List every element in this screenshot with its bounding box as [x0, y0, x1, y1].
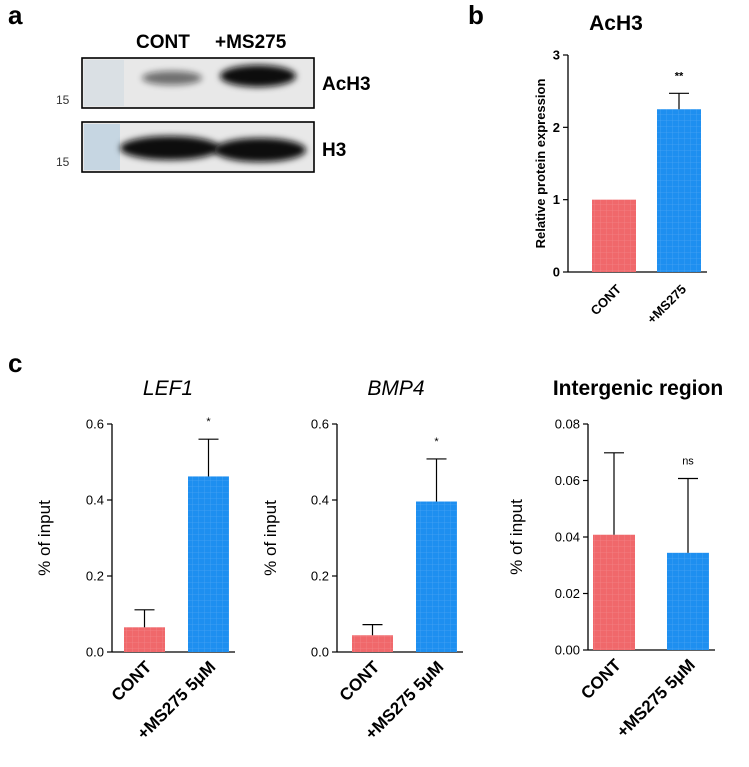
- bar-texture: [416, 501, 457, 652]
- y-tick-label: 0.6: [86, 417, 104, 432]
- y-tick-label: 2: [553, 120, 560, 135]
- y-tick-label: 0.02: [555, 586, 580, 601]
- blot-band-ach3-ms275: [220, 65, 296, 87]
- y-tick-label: 0.0: [86, 645, 104, 660]
- significance-label: *: [434, 436, 439, 448]
- blot-row-label-h3: H3: [322, 140, 346, 161]
- panel-label-b: b: [468, 0, 484, 30]
- western-blot: CONT +MS275 AcH3 15 H3 15: [56, 32, 371, 173]
- blot-band-h3-cont: [120, 136, 220, 160]
- y-axis-label: % of input: [261, 500, 280, 576]
- significance-label: ns: [682, 456, 694, 468]
- bar-texture: [124, 627, 165, 652]
- y-tick-label: 0.04: [555, 530, 580, 545]
- bar-texture: [188, 476, 229, 652]
- y-tick-label: 0.08: [555, 417, 580, 432]
- blot-band-ach3-cont: [142, 71, 202, 85]
- chart-title: BMP4: [367, 377, 424, 400]
- bar-texture: [667, 552, 709, 650]
- chart-c3: Intergenic region 0.00 0.02 0.04 0.06 0.08 % o…: [507, 377, 723, 741]
- y-tick-label: 0: [553, 265, 560, 280]
- y-axis-label: Relative protein expression: [533, 79, 548, 249]
- bar-texture: [352, 635, 393, 652]
- blot-marker-ach3: 15: [56, 93, 70, 107]
- significance-label: *: [206, 416, 211, 428]
- category-label: CONT: [577, 655, 625, 703]
- chart-b: AcH3 0 1 2 3 Relative protein expression CONT *…: [533, 12, 707, 327]
- y-tick-label: 1: [553, 192, 560, 207]
- category-label: +MS275 5μM: [613, 655, 699, 741]
- category-label: CONT: [336, 657, 384, 705]
- bar-texture: [592, 199, 636, 272]
- y-tick-label: 0.06: [555, 473, 580, 488]
- panel-label-a: a: [8, 0, 23, 30]
- y-tick-label: 3: [553, 48, 560, 63]
- y-tick-label: 0.4: [311, 493, 329, 508]
- blot-row-label-ach3: AcH3: [322, 74, 371, 95]
- y-axis-label: % of input: [35, 500, 54, 576]
- category-label: CONT: [108, 657, 156, 705]
- y-tick-label: 0.4: [86, 493, 104, 508]
- y-tick-label: 0.2: [86, 569, 104, 584]
- bar-texture: [657, 109, 701, 272]
- y-tick-label: 0.2: [311, 569, 329, 584]
- significance-label: **: [675, 70, 684, 82]
- y-axis-label: % of input: [507, 499, 526, 575]
- chart-title: AcH3: [589, 12, 643, 35]
- panel-label-c: c: [8, 348, 22, 378]
- y-tick-label: 0.00: [555, 643, 580, 658]
- blot-marker-h3: 15: [56, 155, 70, 169]
- blot-band-h3-ms275: [214, 138, 306, 162]
- y-tick-label: 0.0: [311, 645, 329, 660]
- blot-strip-ach3-left-shade: [84, 60, 124, 106]
- category-label: +MS275: [644, 282, 689, 327]
- blot-lane-label-cont: CONT: [136, 32, 190, 53]
- chart-title: LEF1: [143, 377, 193, 400]
- chart-title: Intergenic region: [553, 377, 723, 400]
- y-tick-label: 0.6: [311, 417, 329, 432]
- blot-strip-h3-left-shade: [84, 124, 120, 170]
- bar-texture: [593, 534, 635, 650]
- category-label: CONT: [587, 281, 624, 318]
- blot-lane-label-ms275: +MS275: [215, 32, 287, 53]
